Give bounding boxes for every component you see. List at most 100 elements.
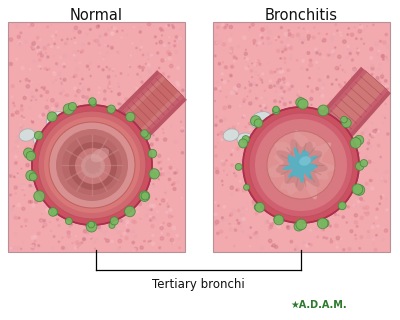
Circle shape [287, 69, 290, 72]
Circle shape [295, 100, 298, 103]
Ellipse shape [300, 140, 312, 150]
Circle shape [58, 225, 60, 227]
Circle shape [156, 80, 158, 82]
Circle shape [316, 190, 319, 192]
Circle shape [270, 220, 272, 222]
Circle shape [252, 83, 255, 85]
Circle shape [374, 42, 378, 45]
Circle shape [255, 157, 256, 159]
Circle shape [291, 115, 292, 116]
Circle shape [86, 214, 89, 217]
Circle shape [347, 155, 350, 158]
Circle shape [294, 149, 295, 151]
Circle shape [46, 165, 48, 167]
Circle shape [332, 153, 336, 156]
Circle shape [29, 80, 30, 82]
Circle shape [254, 204, 261, 211]
Circle shape [121, 37, 122, 38]
Circle shape [344, 147, 347, 150]
Circle shape [37, 49, 40, 52]
Circle shape [55, 102, 58, 106]
Circle shape [243, 107, 359, 223]
Circle shape [128, 65, 131, 68]
Circle shape [373, 112, 375, 113]
Circle shape [381, 178, 384, 181]
Circle shape [66, 203, 69, 206]
Circle shape [130, 177, 133, 179]
Circle shape [238, 167, 241, 170]
Circle shape [168, 223, 171, 227]
Circle shape [127, 99, 130, 103]
Circle shape [105, 188, 106, 189]
Circle shape [347, 159, 348, 160]
Circle shape [242, 189, 246, 192]
Circle shape [132, 141, 134, 143]
Circle shape [16, 58, 18, 60]
Circle shape [352, 76, 355, 80]
Circle shape [103, 232, 106, 234]
Circle shape [80, 88, 82, 89]
Circle shape [327, 152, 328, 153]
Circle shape [14, 186, 17, 189]
Circle shape [215, 220, 219, 224]
Circle shape [329, 188, 333, 191]
Circle shape [135, 124, 136, 125]
Circle shape [280, 86, 283, 89]
Circle shape [109, 222, 115, 228]
Circle shape [342, 249, 345, 251]
Circle shape [289, 46, 292, 50]
Circle shape [382, 92, 383, 93]
Circle shape [235, 164, 242, 170]
Circle shape [98, 66, 100, 68]
Circle shape [50, 230, 51, 231]
Circle shape [62, 196, 65, 199]
Circle shape [242, 207, 244, 209]
Circle shape [26, 85, 30, 88]
Circle shape [299, 153, 300, 155]
Circle shape [271, 248, 272, 249]
Circle shape [69, 142, 117, 190]
Circle shape [175, 36, 178, 38]
Circle shape [133, 171, 136, 173]
Circle shape [331, 238, 332, 239]
Circle shape [386, 209, 388, 211]
Circle shape [22, 241, 24, 243]
Circle shape [74, 191, 76, 194]
Circle shape [43, 141, 44, 142]
Circle shape [283, 180, 286, 183]
Circle shape [54, 43, 56, 45]
Circle shape [315, 48, 317, 51]
Circle shape [227, 24, 228, 25]
Circle shape [122, 160, 125, 163]
Bar [8, 22, 185, 252]
Circle shape [161, 233, 162, 234]
Circle shape [342, 146, 345, 149]
Circle shape [246, 209, 247, 210]
Circle shape [69, 226, 71, 228]
Circle shape [173, 188, 176, 190]
Circle shape [68, 183, 69, 185]
Circle shape [172, 216, 173, 217]
Circle shape [102, 211, 104, 213]
Circle shape [158, 179, 159, 180]
Circle shape [290, 87, 292, 88]
Circle shape [176, 235, 178, 237]
Circle shape [308, 173, 309, 175]
Circle shape [256, 188, 258, 189]
Circle shape [117, 111, 118, 112]
Circle shape [362, 95, 365, 98]
Circle shape [357, 134, 358, 135]
Circle shape [360, 197, 362, 201]
Circle shape [242, 136, 250, 143]
Circle shape [371, 67, 374, 70]
Circle shape [288, 88, 291, 91]
Circle shape [74, 246, 77, 249]
Circle shape [322, 38, 326, 42]
Circle shape [261, 79, 262, 81]
Circle shape [161, 199, 165, 202]
Circle shape [134, 89, 136, 90]
Circle shape [350, 150, 352, 152]
Circle shape [62, 82, 64, 84]
Circle shape [62, 63, 65, 66]
Circle shape [339, 84, 340, 85]
